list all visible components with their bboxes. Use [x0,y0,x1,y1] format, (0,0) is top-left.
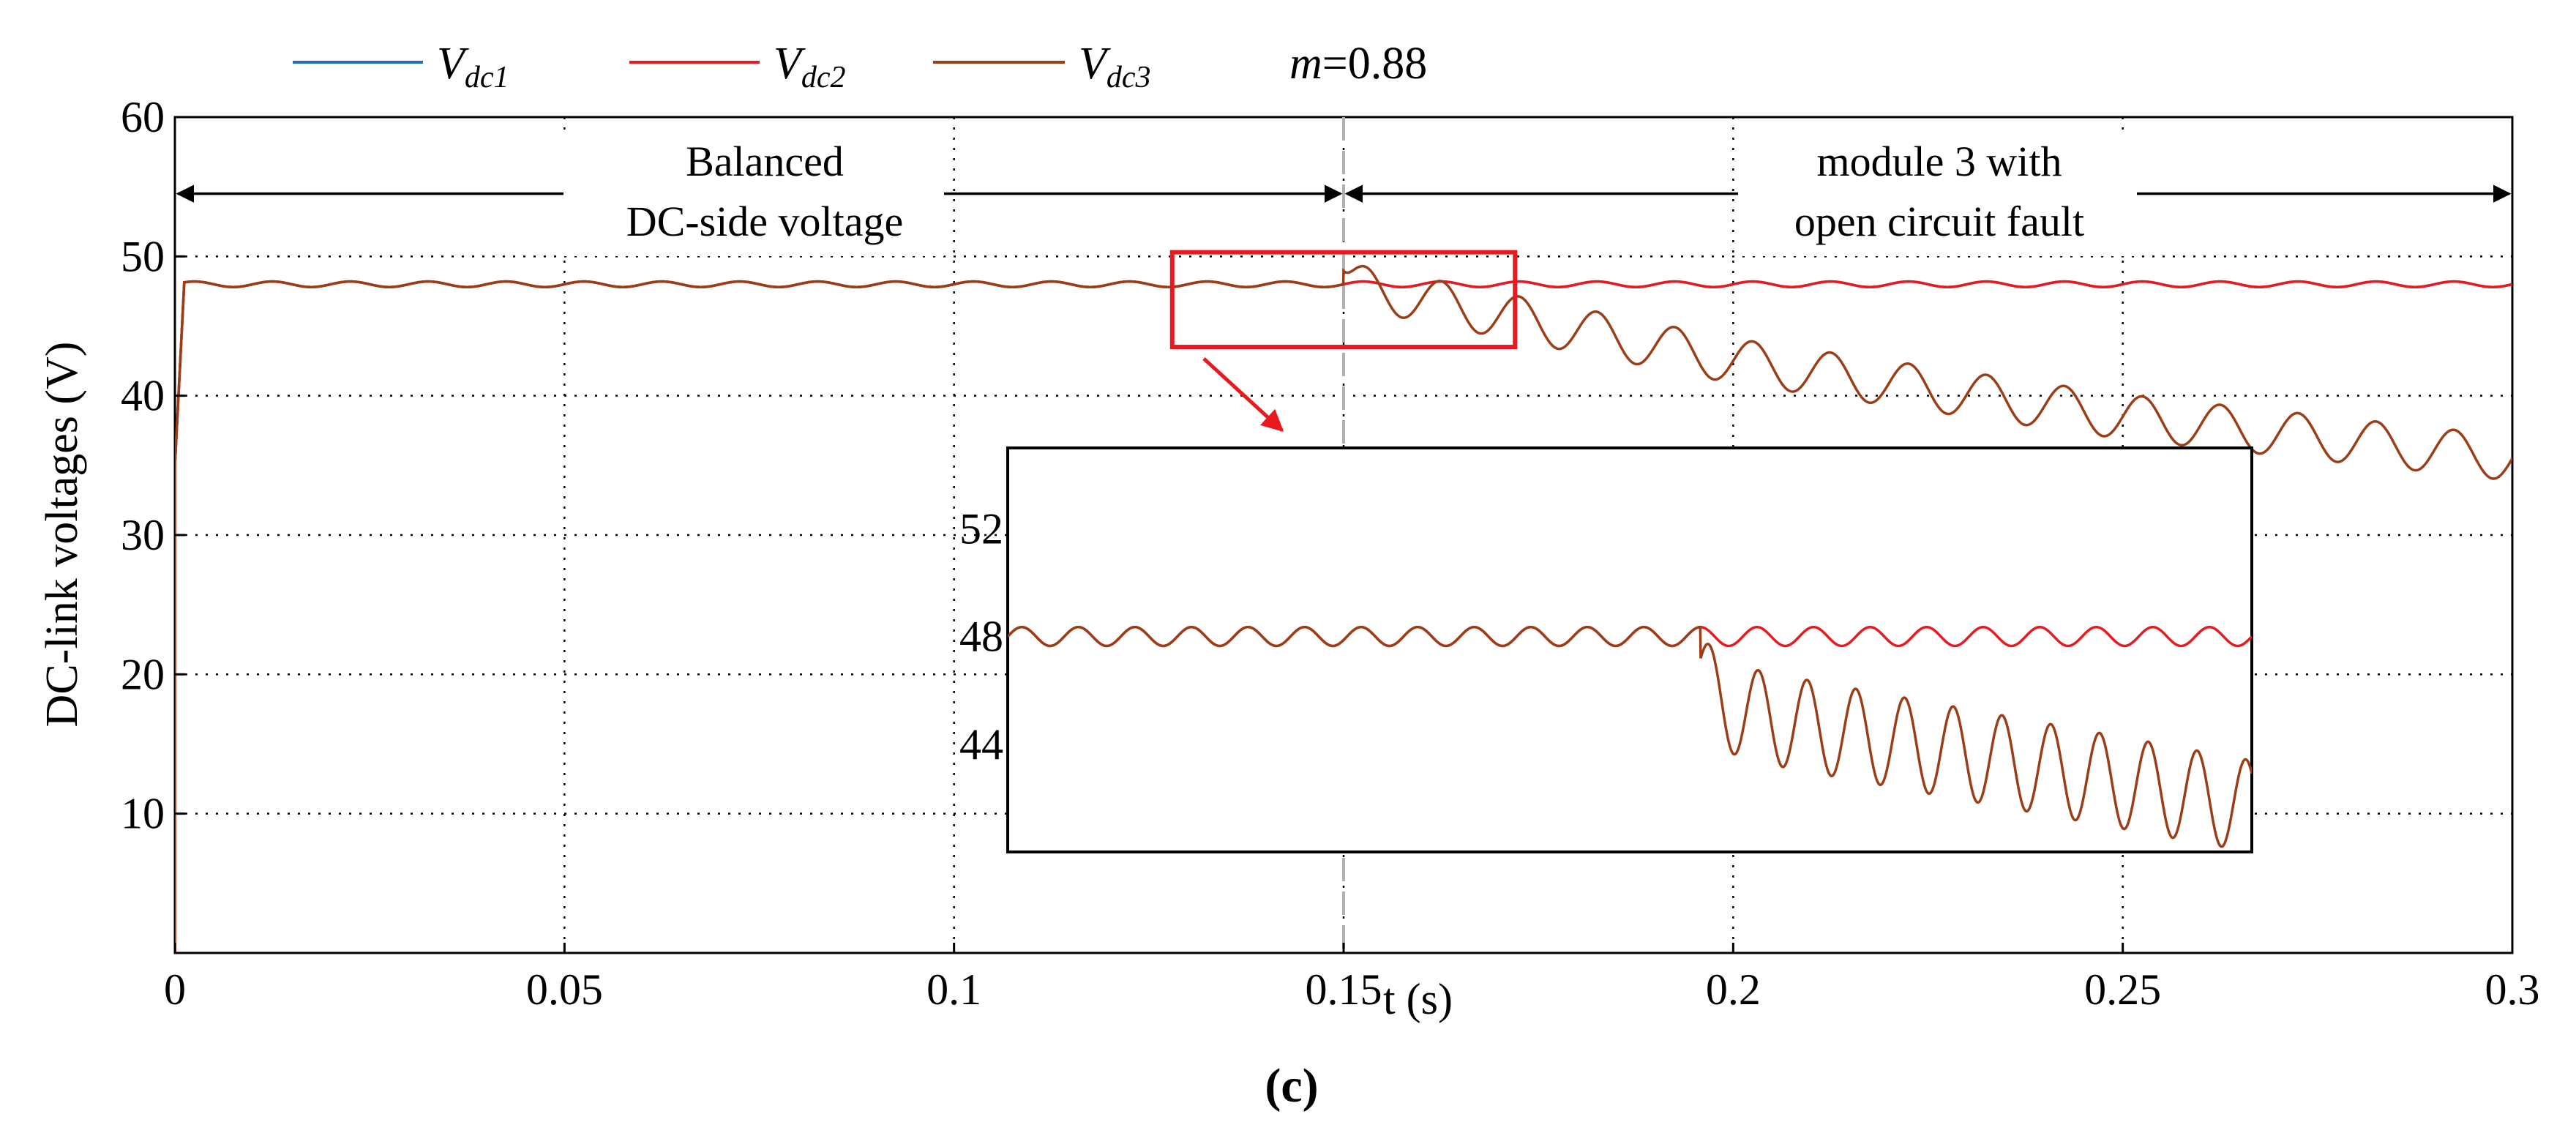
balanced-label-line1: Balanced [686,138,844,185]
inset-y-ticks: 44 48 52 [959,504,1003,768]
legend-vdc1-subscript: dc1 [465,61,509,94]
y-tick-label: 50 [121,232,165,280]
legend-vdc3-subscript: dc3 [1107,61,1151,94]
inset-y-tick-label: 48 [959,613,1003,661]
legend-vdc1-label: Vdc1 [437,39,509,94]
zoom-inset: 44 48 52 [959,446,2253,853]
y-tick-label: 40 [121,372,165,420]
inset-y-tick-label: 44 [959,720,1003,769]
panel-label: (c) [1265,1059,1318,1113]
fault-label-bg [1738,135,2137,256]
y-tick-label: 60 [121,93,165,141]
y-tick-label: 10 [121,790,165,838]
legend-vdc2-subscript: dc2 [801,61,846,94]
x-tick-label: 0.25 [2084,965,2161,1014]
inset-y-tick-label: 52 [959,504,1003,553]
y-axis-ticks: 10 20 30 40 50 60 [121,93,185,838]
y-tick-label: 20 [121,650,165,698]
fault-label-line1: module 3 with [1816,138,2062,185]
x-axis-label: t (s) [1383,975,1453,1023]
legend-vdc1-symbol: V [437,39,469,89]
y-tick-label: 30 [121,511,165,559]
legend-vdc3-symbol: V [1079,39,1111,89]
y-axis-label: DC-link voltages (V) [37,342,87,728]
fault-label-line2: open circuit fault [1794,198,2084,245]
balanced-label-line2: DC-side voltage [626,198,904,245]
x-tick-label: 0.3 [2485,965,2540,1014]
x-axis-ticks: 0 0.05 0.1 0.15 0.2 0.25 0.3 [164,943,2540,1014]
x-tick-label: 0.15 [1306,965,1382,1014]
legend-modulation-index: m=0.88 [1289,39,1427,89]
zoom-pointer-arrow [1202,357,1284,433]
modulation-symbol: m [1289,39,1322,89]
x-tick-label: 0 [164,965,186,1014]
legend-vdc3-label: Vdc3 [1079,39,1151,94]
inset-frame [1006,446,2253,853]
legend-vdc2-symbol: V [774,39,806,89]
series-vdc3-line [175,264,2512,953]
balanced-label-bg [564,135,944,256]
legend: Vdc1 Vdc2 Vdc3 m=0.88 [293,39,1427,94]
modulation-value: =0.88 [1322,39,1427,89]
zoom-region-box [1169,250,1518,350]
x-tick-label: 0.2 [1706,965,1761,1014]
x-tick-label: 0.05 [526,965,603,1014]
legend-vdc2-label: Vdc2 [774,39,846,94]
x-tick-label: 0.1 [926,965,981,1014]
inset-vdc3-line [1008,625,2252,848]
